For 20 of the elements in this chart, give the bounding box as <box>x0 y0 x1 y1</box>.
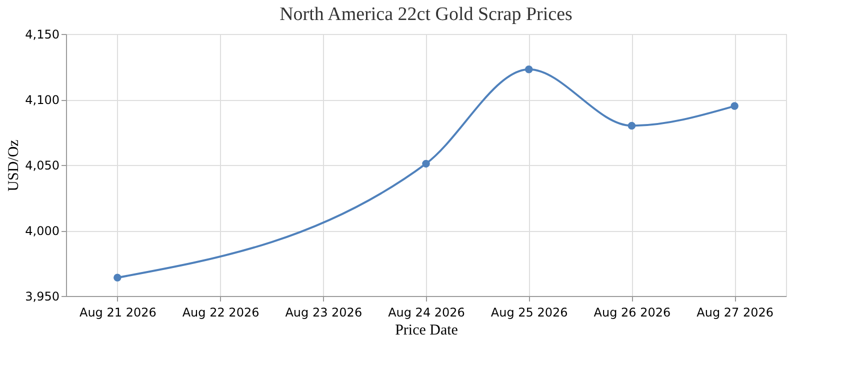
y-tick-label: 4,100 <box>25 93 60 107</box>
y-tick-label: 4,000 <box>25 224 60 238</box>
point <box>114 274 122 282</box>
y-axis-title: USD/Oz <box>6 139 22 192</box>
x-axis-title: Price Date <box>395 322 458 338</box>
x-tick-label: Aug 26 2026 <box>594 306 671 320</box>
y-tick-label: 3,950 <box>25 290 60 304</box>
x-tick-label: Aug 21 2026 <box>79 306 156 320</box>
point <box>422 160 430 168</box>
y-tick-label: 4,150 <box>25 28 60 42</box>
x-tick-label: Aug 25 2026 <box>490 306 568 320</box>
point <box>730 102 738 110</box>
point <box>628 122 636 130</box>
chart-title: North America 22ct Gold Scrap Prices <box>280 4 572 25</box>
x-tick-label: Aug 22 2026 <box>182 306 260 320</box>
x-tick-label: Aug 27 2026 <box>696 306 774 320</box>
x-tick-label: Aug 24 2026 <box>388 306 465 320</box>
x-tick-label: Aug 23 2026 <box>285 306 362 320</box>
point <box>524 66 533 74</box>
y-tick-label: 4,050 <box>25 158 60 172</box>
